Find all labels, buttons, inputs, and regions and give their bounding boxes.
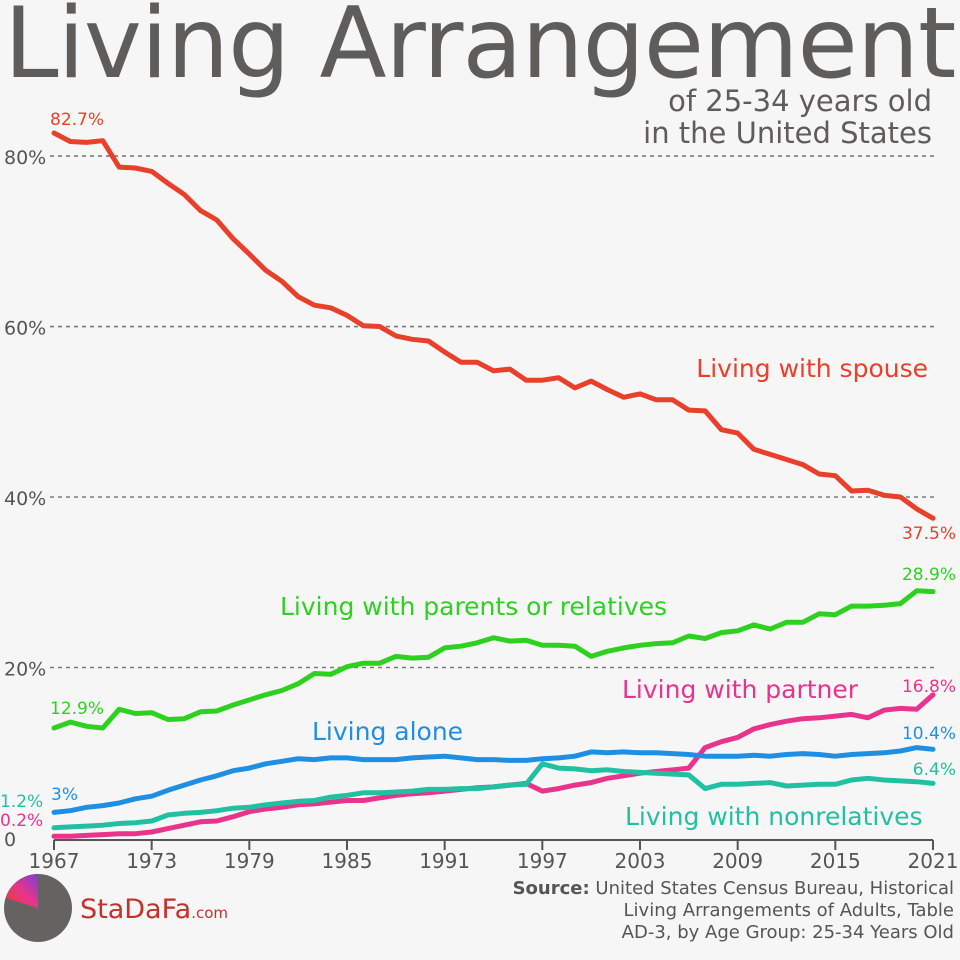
- series-labels: Living with spouse 82.7% 37.5% Living with …: [0, 110, 956, 831]
- subtitle-line-1: of 25-34 years old: [668, 84, 932, 118]
- end-value-label-1: 28.9%: [902, 565, 956, 585]
- end-value-label-4: 6.4%: [913, 760, 956, 780]
- end-value-label-2: 16.8%: [902, 677, 956, 697]
- y-tick-label-40: 40%: [4, 488, 46, 510]
- axes: 0 20% 40% 60% 80% 1967 1973 1979 1985 1991 1997 200…: [4, 147, 958, 873]
- brand-logo-text: StaDaFa.com: [80, 894, 228, 925]
- series-lines: [51, 130, 936, 839]
- source-note: Source: United States Census Bureau, His…: [513, 878, 954, 944]
- x-tick-label-1997: 1997: [517, 849, 568, 873]
- y-tick-label-20: 20%: [4, 659, 46, 681]
- grid-lines: [50, 155, 936, 669]
- y-tick-label-80: 80%: [4, 147, 46, 169]
- source-label: Source:: [512, 878, 590, 899]
- series-line-3: [51, 745, 936, 815]
- stadafa-logo-icon: [4, 874, 72, 942]
- series-name-label-4: Living with nonrelatives: [625, 802, 923, 831]
- source-line-2: Living Arrangements of Adults, Table: [623, 899, 954, 921]
- x-tick-label-1985: 1985: [322, 849, 373, 873]
- start-value-label-1: 12.9%: [50, 699, 104, 719]
- source-line-3: AD-3, by Age Group: 25-34 Years Old: [621, 921, 954, 943]
- x-tick-label-2021: 2021: [908, 849, 959, 873]
- x-tick-label-2003: 2003: [615, 849, 666, 873]
- series-name-label-0: Living with spouse: [696, 354, 928, 383]
- x-tick-label-1991: 1991: [419, 849, 470, 873]
- series-line-4: [51, 761, 936, 831]
- x-tick-label-1967: 1967: [29, 849, 80, 873]
- source-line-1: United States Census Bureau, Historical: [595, 878, 954, 899]
- brand-suffix: .com: [191, 904, 229, 922]
- x-tick-label-2015: 2015: [810, 849, 861, 873]
- series-line-1: [51, 588, 936, 731]
- chart-title: Living Arrangements: [4, 0, 960, 101]
- end-value-label-3: 10.4%: [902, 724, 956, 744]
- x-tick-label-1973: 1973: [126, 849, 177, 873]
- x-tick-label-2009: 2009: [712, 849, 763, 873]
- x-tick-label-1979: 1979: [224, 849, 275, 873]
- series-name-label-3: Living alone: [312, 717, 463, 746]
- start-value-label-4: 1.2%: [0, 792, 43, 812]
- series-line-0: [51, 130, 936, 521]
- series-name-label-2: Living with partner: [622, 675, 859, 704]
- end-value-label-0: 37.5%: [902, 524, 956, 544]
- start-value-label-2: 0.2%: [0, 811, 43, 831]
- subtitle-line-2: in the United States: [643, 115, 932, 150]
- y-tick-label-0: 0: [4, 829, 16, 851]
- start-value-label-0: 82.7%: [50, 110, 104, 130]
- series-name-label-1: Living with parents or relatives: [280, 592, 667, 621]
- brand-name: StaDaFa: [80, 894, 192, 925]
- chart-subtitle: of 25-34 years old in the United States: [643, 84, 932, 150]
- y-tick-label-60: 60%: [4, 318, 46, 340]
- start-value-label-3: 3%: [51, 785, 78, 805]
